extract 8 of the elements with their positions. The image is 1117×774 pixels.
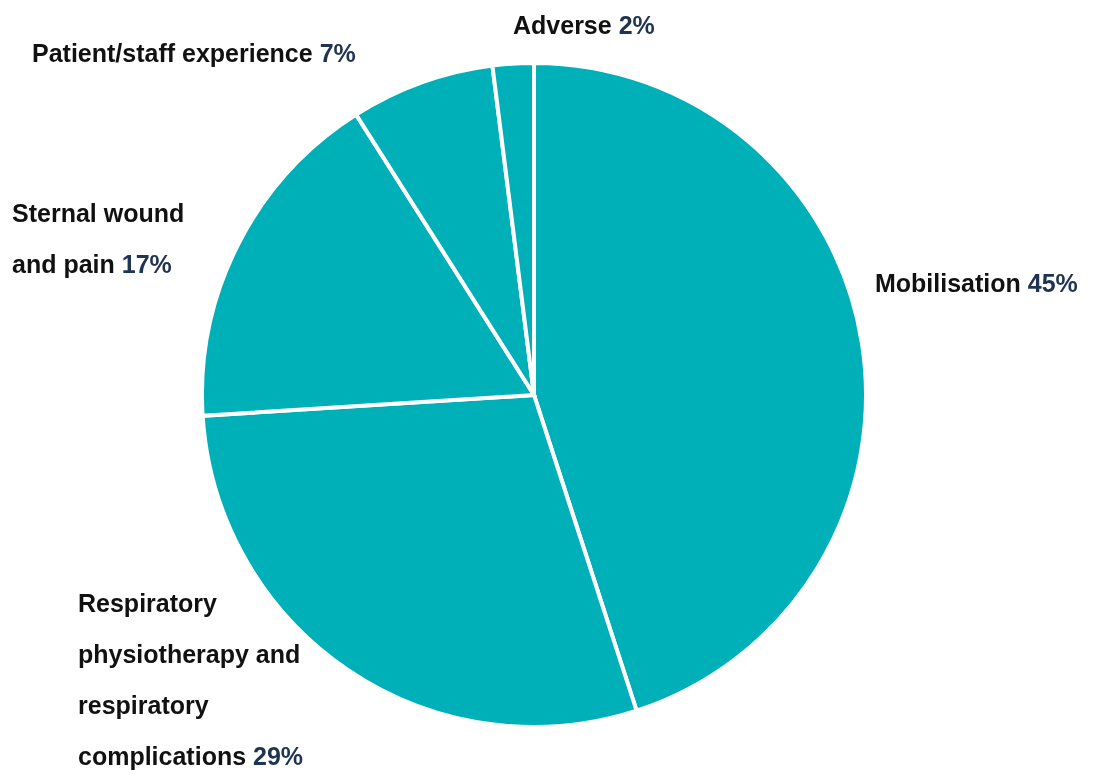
slice-label: Adverse [513,11,612,39]
data-label: 29% [253,742,304,770]
slice-label: Patient/staff experience [32,39,313,67]
data-label: 17% [121,250,172,278]
data-label: 7% [319,39,356,67]
data-label: 2% [618,11,655,39]
slice-label: Mobilisation [875,269,1021,297]
data-label: 45% [1027,269,1078,297]
